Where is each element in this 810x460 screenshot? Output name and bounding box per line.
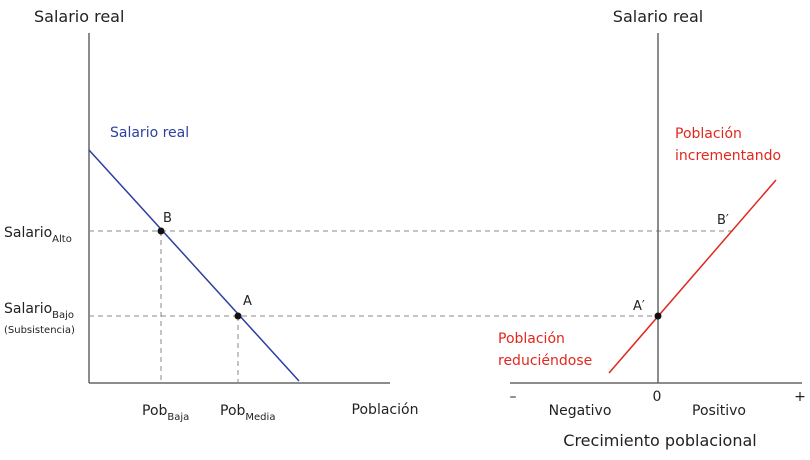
- point-a: [234, 312, 242, 320]
- lower-label-line2: reduciéndose: [498, 353, 592, 369]
- tick-salario-alto: SalarioAlto: [4, 225, 72, 245]
- upper-label-line1: Población: [675, 126, 742, 142]
- negative-label: Negativo: [549, 403, 612, 419]
- tick-subsistencia: (Subsistencia): [4, 325, 75, 336]
- right-x-axis-title: Crecimiento poblacional: [563, 431, 756, 450]
- point-a-label: A: [243, 294, 252, 309]
- zero-label: 0: [653, 389, 662, 405]
- tick-pob-baja: PobBaja: [142, 403, 189, 423]
- right-y-axis-title: Salario real: [613, 7, 703, 26]
- upper-label-line2: incrementando: [675, 148, 781, 164]
- point-b-label: B: [163, 211, 172, 226]
- lower-label-line1: Población: [498, 331, 565, 347]
- wage-curve: [88, 149, 300, 382]
- left-x-axis-title: Población: [352, 402, 419, 418]
- minus-label: –: [510, 389, 517, 405]
- point-b: [157, 227, 165, 235]
- wage-curve-label: Salario real: [110, 125, 189, 141]
- point-a-prime-label: A′: [633, 299, 645, 314]
- point-b-prime-label: B′: [717, 213, 729, 228]
- growth-curve: [608, 179, 777, 374]
- plus-label: +: [794, 389, 806, 405]
- left-y-axis-title: Salario real: [34, 7, 124, 26]
- point-a-prime: [654, 312, 662, 320]
- tick-salario-bajo: SalarioBajo: [4, 301, 74, 321]
- positive-label: Positivo: [692, 403, 746, 419]
- tick-pob-media: PobMedia: [220, 403, 275, 423]
